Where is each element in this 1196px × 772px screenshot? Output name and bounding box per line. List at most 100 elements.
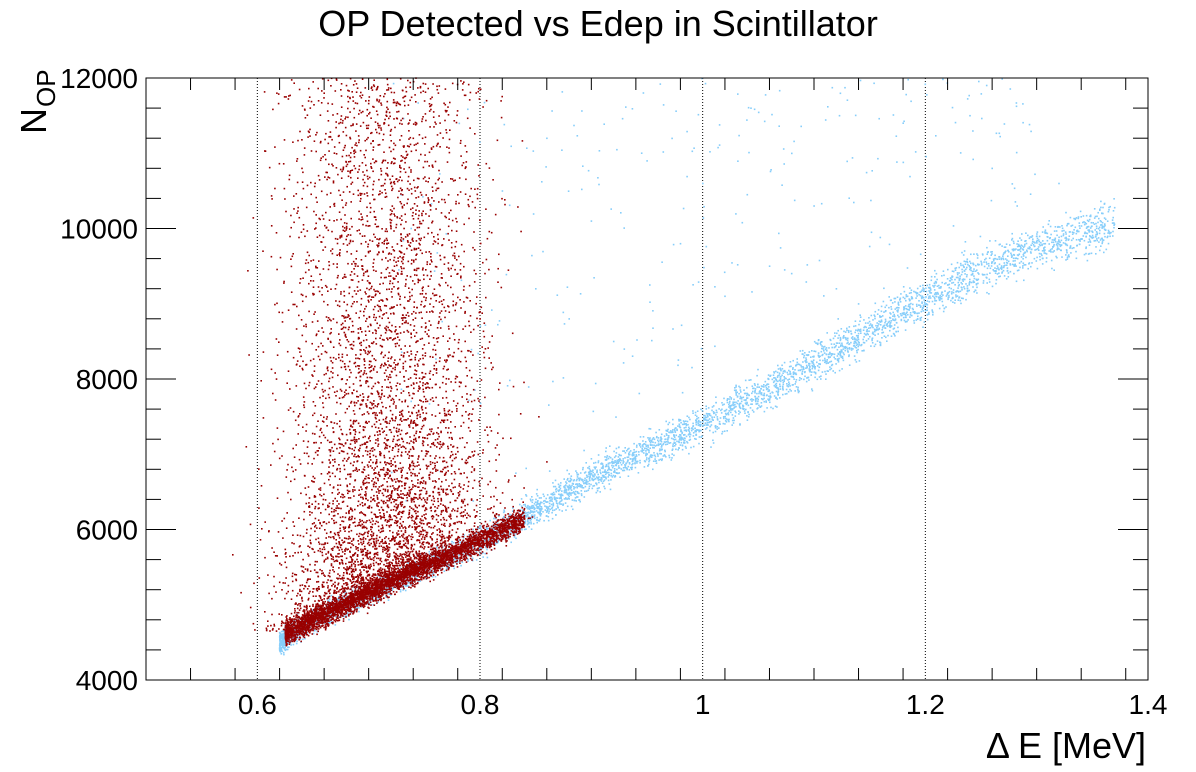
data-point — [727, 398, 729, 400]
data-point — [961, 297, 963, 299]
data-point — [957, 272, 959, 274]
data-point — [918, 312, 920, 314]
data-point — [651, 456, 653, 458]
data-point — [870, 327, 872, 329]
data-point — [802, 371, 804, 373]
data-point — [986, 274, 988, 276]
data-point — [665, 421, 667, 423]
data-point — [891, 308, 893, 310]
data-point — [967, 262, 969, 264]
data-point — [539, 512, 541, 514]
data-point — [926, 307, 928, 309]
data-point — [896, 322, 898, 324]
data-point — [934, 285, 936, 287]
data-point — [684, 440, 686, 442]
data-point — [898, 307, 900, 309]
data-point — [1025, 232, 1027, 234]
data-point — [793, 376, 795, 378]
data-point — [946, 295, 948, 297]
data-point — [577, 492, 579, 494]
data-point — [955, 296, 957, 298]
data-point — [588, 483, 590, 485]
data-point — [921, 302, 923, 304]
data-point — [358, 607, 360, 609]
data-point — [555, 480, 557, 482]
data-point — [799, 364, 801, 366]
data-point — [530, 499, 532, 501]
data-point — [758, 393, 760, 395]
data-point — [627, 449, 629, 451]
data-point — [833, 357, 835, 359]
data-point — [1013, 260, 1015, 262]
data-point — [908, 306, 910, 308]
data-point — [705, 406, 707, 408]
data-point — [853, 345, 855, 347]
data-point — [678, 447, 680, 449]
data-point — [565, 484, 567, 486]
data-point — [1003, 259, 1005, 261]
data-point — [734, 390, 736, 392]
data-point — [535, 499, 537, 501]
data-point — [906, 294, 908, 296]
data-point — [800, 350, 802, 352]
data-point — [648, 452, 650, 454]
data-point — [1114, 207, 1116, 209]
data-point — [1006, 243, 1008, 245]
data-point — [929, 291, 931, 293]
data-point — [792, 367, 794, 369]
data-point — [671, 438, 673, 440]
data-point — [706, 408, 708, 410]
data-point — [697, 423, 699, 425]
data-point — [856, 361, 858, 363]
data-point — [1100, 224, 1102, 226]
data-point — [922, 287, 924, 289]
data-point — [584, 491, 586, 493]
data-point — [953, 292, 955, 294]
data-point — [779, 374, 781, 376]
data-point — [1026, 243, 1028, 245]
data-point — [534, 514, 536, 516]
data-point — [1065, 244, 1067, 246]
data-point — [591, 478, 593, 480]
data-point — [780, 368, 782, 370]
data-point — [1065, 237, 1067, 239]
data-point — [817, 365, 819, 367]
data-point — [569, 481, 571, 483]
data-point — [1042, 226, 1044, 228]
data-point — [957, 277, 959, 279]
data-point — [951, 275, 953, 277]
data-point — [818, 352, 820, 354]
data-point — [565, 509, 567, 511]
data-point — [571, 485, 573, 487]
data-point — [402, 589, 404, 591]
data-point — [832, 364, 834, 366]
data-point — [290, 644, 292, 646]
data-point — [540, 497, 542, 499]
data-point — [783, 380, 785, 382]
data-point — [532, 499, 534, 501]
data-point — [1029, 238, 1031, 240]
data-point — [703, 418, 705, 420]
data-point — [695, 422, 697, 424]
data-point — [624, 447, 626, 449]
data-point — [989, 279, 991, 281]
data-point — [1055, 238, 1057, 240]
data-point — [1038, 246, 1040, 248]
data-point — [890, 306, 892, 308]
data-point — [572, 499, 574, 501]
data-point — [788, 381, 790, 383]
data-point — [674, 430, 676, 432]
data-point — [577, 484, 579, 486]
data-point — [1076, 233, 1078, 235]
data-point — [612, 476, 614, 478]
data-point — [723, 404, 725, 406]
data-point — [596, 476, 598, 478]
data-point — [768, 374, 770, 376]
data-point — [561, 500, 563, 502]
data-point — [609, 456, 611, 458]
data-point — [1099, 250, 1101, 252]
data-point — [700, 409, 702, 411]
data-point — [536, 489, 538, 491]
data-point — [969, 269, 971, 271]
data-point — [616, 461, 618, 463]
